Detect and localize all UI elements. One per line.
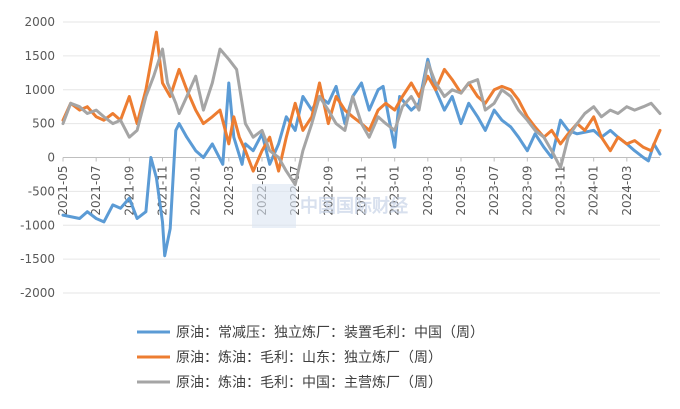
y-tick-label: -500 bbox=[28, 184, 55, 198]
x-tick-label: 2023-11 bbox=[554, 166, 568, 216]
y-tick-label: 0 bbox=[47, 151, 55, 165]
series-lines bbox=[61, 30, 662, 258]
series-line-3 bbox=[61, 47, 662, 187]
legend-label: 原油：常减压：独立炼厂：装置毛利：中国（周） bbox=[176, 325, 484, 341]
x-tick-label: 2023-09 bbox=[520, 166, 534, 216]
x-tick-label: 2022-11 bbox=[355, 166, 369, 216]
watermark-text: 中国国际财经 bbox=[300, 195, 408, 217]
x-tick-label: 2022-09 bbox=[321, 166, 335, 216]
y-tick-label: 2000 bbox=[24, 15, 55, 29]
x-tick-label: 2023-03 bbox=[421, 166, 435, 216]
watermark: 中国国际财经 bbox=[252, 184, 408, 228]
watermark-logo bbox=[252, 184, 296, 228]
x-tick-label: 2023-05 bbox=[454, 166, 468, 216]
y-tick-label: -1000 bbox=[20, 218, 55, 232]
x-tick-label: 2021-05 bbox=[56, 166, 70, 216]
x-tick-label: 2023-01 bbox=[388, 166, 402, 216]
y-tick-label: -2000 bbox=[20, 286, 55, 300]
y-tick-label: 500 bbox=[32, 117, 55, 131]
x-tick-label: 2022-01 bbox=[189, 166, 203, 216]
legend: 原油：常减压：独立炼厂：装置毛利：中国（周） 原油：炼油：毛利：山东：独立炼厂（周… bbox=[137, 325, 484, 391]
y-axis-tick-labels: 2000 1500 1000 500 0 -500 -1000 -1500 -2000 bbox=[20, 15, 55, 300]
x-tick-label: 2024-01 bbox=[587, 166, 601, 216]
x-tick-label: 2023-07 bbox=[487, 165, 501, 215]
legend-label: 原油：炼油：毛利：中国：主营炼厂（周） bbox=[176, 375, 442, 391]
y-tick-label: 1000 bbox=[24, 83, 55, 97]
x-tick-label: 2021-07 bbox=[89, 166, 103, 216]
legend-label: 原油：炼油：毛利：山东：独立炼厂（周） bbox=[176, 350, 442, 366]
series-line-2 bbox=[61, 30, 662, 173]
y-tick-label: 1500 bbox=[24, 49, 55, 63]
y-tick-label: -1500 bbox=[20, 252, 55, 266]
x-tick-label: 2022-03 bbox=[222, 165, 236, 215]
x-tick-label: 2024-03 bbox=[620, 166, 634, 216]
